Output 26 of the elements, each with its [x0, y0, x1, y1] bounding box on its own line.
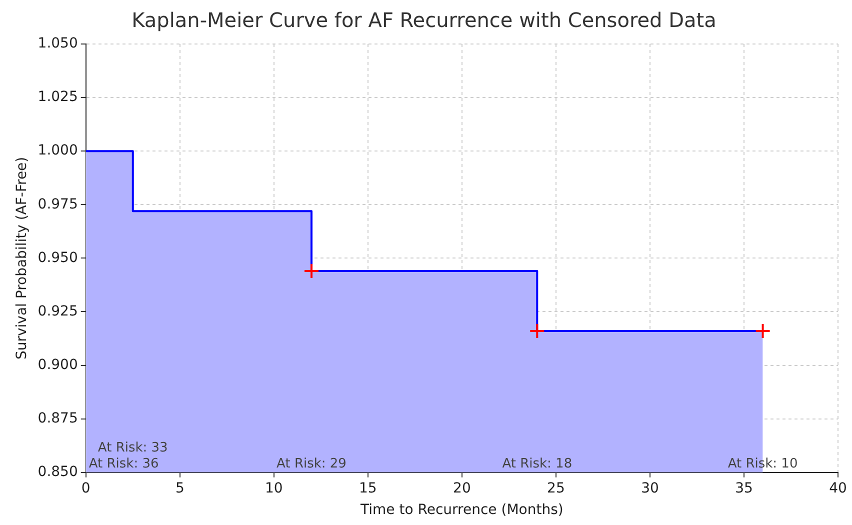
x-tick-label: 10: [264, 480, 283, 496]
y-axis-title: Survival Probability (AF-Free): [14, 156, 30, 360]
annotation: At Risk: 10: [728, 456, 798, 472]
x-tick-label: 30: [641, 480, 659, 496]
annotation: At Risk: 33: [98, 440, 168, 456]
x-tick-label: 40: [829, 480, 847, 496]
x-tick-label: 20: [453, 480, 471, 496]
x-tick-label: 5: [175, 480, 184, 496]
y-tick-label: 1.050: [38, 36, 78, 52]
x-tick-label: 25: [547, 480, 565, 496]
y-tick-label: 0.900: [38, 356, 78, 373]
annotation: At Risk: 36: [88, 456, 159, 472]
x-axis-title: Time to Recurrence (Months): [360, 502, 564, 518]
annotation: At Risk: 18: [502, 456, 572, 472]
y-tick-label: 0.850: [38, 464, 78, 480]
y-tick-label: 1.025: [38, 89, 78, 106]
x-tick-label: 35: [735, 480, 753, 496]
chart-title: Kaplan-Meier Curve for AF Recurrence with Censored Data: [132, 8, 716, 32]
y-tick-label: 0.925: [38, 303, 78, 320]
y-tick-label: 1.000: [38, 142, 78, 159]
y-tick-label: 0.875: [38, 410, 78, 426]
x-tick-label: 0: [81, 480, 90, 496]
y-tick-label: 0.950: [38, 250, 78, 266]
x-tick-label: 15: [359, 480, 377, 496]
y-tick-label: 0.975: [38, 196, 78, 212]
annotation: At Risk: 29: [276, 456, 346, 472]
